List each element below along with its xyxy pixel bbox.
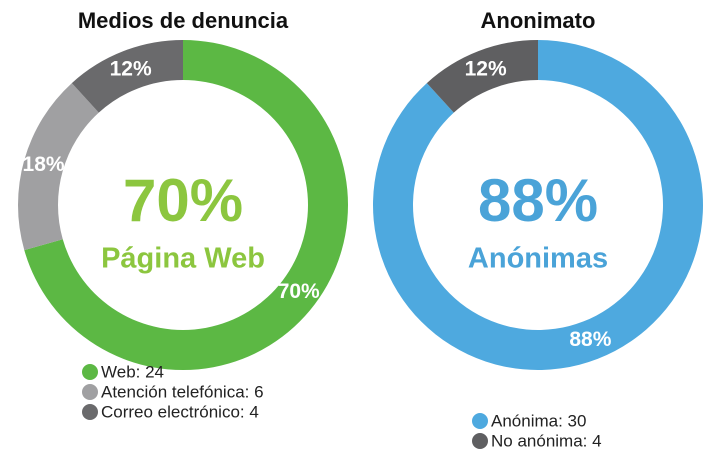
legend-swatch	[82, 364, 98, 380]
slice-label: 18%	[23, 153, 65, 176]
legend-swatch	[472, 413, 488, 429]
legend-label: Anónima: 30	[491, 411, 586, 430]
legend-swatch	[82, 384, 98, 400]
donut-slice	[71, 40, 183, 113]
center-label: Página Web	[101, 243, 265, 275]
slice-label: 12%	[110, 57, 152, 80]
slice-label: 88%	[569, 328, 611, 351]
chart-title: Anonimato	[481, 8, 596, 33]
legend-label: Web: 24	[101, 362, 164, 381]
legend-label: Atención telefónica: 6	[101, 382, 264, 401]
legend-label: No anónima: 4	[491, 431, 602, 450]
slice-label: 12%	[465, 57, 507, 80]
chart-title: Medios de denuncia	[78, 8, 289, 33]
donut-slice	[18, 83, 99, 251]
center-value: 70%	[123, 167, 243, 234]
donut-slice	[426, 40, 538, 113]
legend-label: Correo electrónico: 4	[101, 402, 259, 421]
center-label: Anónimas	[468, 243, 608, 275]
legend-swatch	[472, 433, 488, 449]
slice-label: 70%	[278, 280, 320, 303]
center-value: 88%	[478, 167, 598, 234]
legend-swatch	[82, 404, 98, 420]
